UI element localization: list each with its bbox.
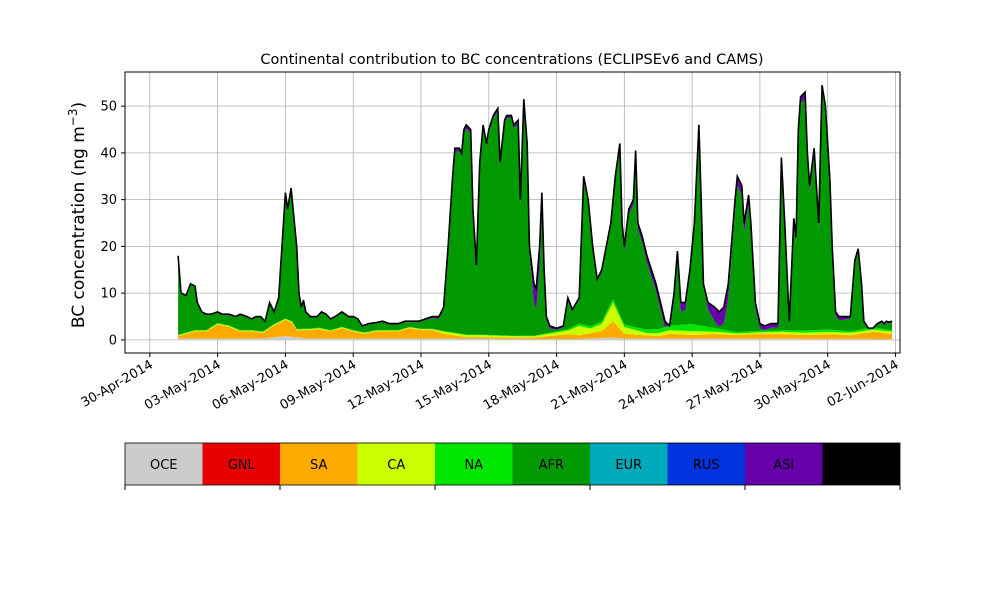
- legend-label-gnl: GNL: [228, 458, 256, 473]
- plot-frame: [124, 71, 901, 354]
- legend-swatch-afr: [512, 443, 590, 485]
- legend-swatch-na: [435, 443, 513, 485]
- legend-label-sa: SA: [310, 458, 327, 473]
- legend-label-rus: RUS: [693, 458, 720, 473]
- legend-label-na: NA: [464, 458, 483, 473]
- legend-swatch-sa: [280, 443, 358, 485]
- y-tick-label: 40: [100, 146, 117, 161]
- x-tick-label: 02-Jun-2014: [825, 357, 902, 410]
- area-ca: [178, 302, 893, 338]
- legend-colorbar: OCE GNL SA CA NA AFR EUR RUS ASI AUS: [124, 442, 901, 490]
- legend-swatch-asi: [745, 443, 823, 485]
- y-tick-label: 50: [100, 100, 117, 115]
- legend-swatch-ca: [357, 443, 435, 485]
- area-oce: [178, 336, 893, 340]
- chart-title: Continental contribution to BC concentra…: [260, 52, 763, 68]
- y-tick-label: 10: [100, 287, 117, 302]
- area-sa: [178, 319, 893, 339]
- legend-swatch-oce: [125, 443, 203, 485]
- legend-label-eur: EUR: [615, 458, 642, 473]
- legend-swatch-rus: [667, 443, 745, 485]
- y-tick-label: 20: [100, 240, 117, 255]
- total-line: [177, 84, 893, 330]
- y-tick-label: 30: [100, 193, 117, 208]
- legend-label-oce: OCE: [150, 458, 178, 473]
- legend-label-aus: AUS: [848, 458, 875, 473]
- legend-swatch-eur: [590, 443, 668, 485]
- legend-swatch-gnl: [202, 443, 280, 485]
- y-tick-label: 0: [109, 333, 117, 348]
- legend-label-afr: AFR: [539, 458, 564, 473]
- y-axis-label: BC concentration (ng m−3): [66, 102, 89, 328]
- stacked-areas: [177, 84, 893, 340]
- legend-frame: [124, 442, 901, 486]
- x-tick-label: 30-May-2014: [752, 357, 834, 413]
- legend-label-ca: CA: [387, 458, 405, 473]
- legend-swatch-aus: [822, 443, 900, 485]
- legend-label-asi: ASI: [773, 458, 794, 473]
